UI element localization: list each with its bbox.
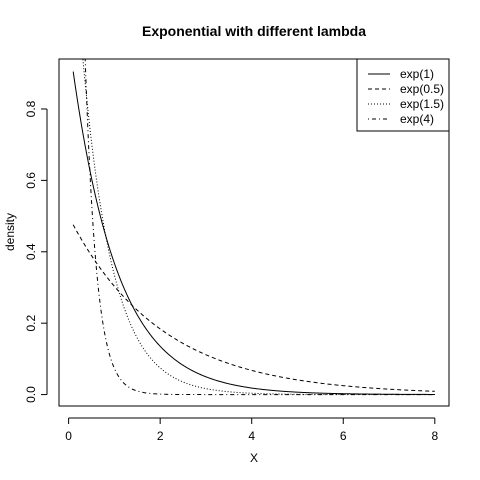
series-line-exp0-5 — [72, 224, 435, 392]
x-tick-label: 4 — [248, 429, 255, 443]
y-tick-label: 0.0 — [24, 386, 38, 403]
x-tick-label: 8 — [431, 429, 438, 443]
x-tick-label: 2 — [157, 429, 164, 443]
y-tick-label: 0.2 — [24, 315, 38, 332]
legend-label: exp(1.5) — [400, 97, 444, 111]
y-tick-label: 0.8 — [24, 100, 38, 117]
y-tick-label: 0.4 — [24, 243, 38, 260]
legend-label: exp(0.5) — [400, 82, 444, 96]
plot-frame — [58, 58, 450, 407]
x-axis-label: X — [250, 451, 258, 465]
x-tick-label: 0 — [65, 429, 72, 443]
legend-label: exp(4) — [400, 112, 434, 126]
chart-title: Exponential with different lambda — [142, 23, 366, 39]
legend-label: exp(1) — [400, 67, 434, 81]
x-tick-label: 6 — [340, 429, 347, 443]
series-layer — [72, 59, 435, 396]
legend: exp(1)exp(0.5)exp(1.5)exp(4) — [356, 58, 450, 132]
y-axis: 0.0 0.2 0.4 0.6 0.8 — [24, 100, 48, 403]
y-axis-label: density — [3, 213, 17, 251]
y-tick-label: 0.6 — [24, 172, 38, 189]
series-line-exp4 — [84, 59, 435, 396]
x-axis: 0 2 4 6 8 — [65, 417, 438, 443]
